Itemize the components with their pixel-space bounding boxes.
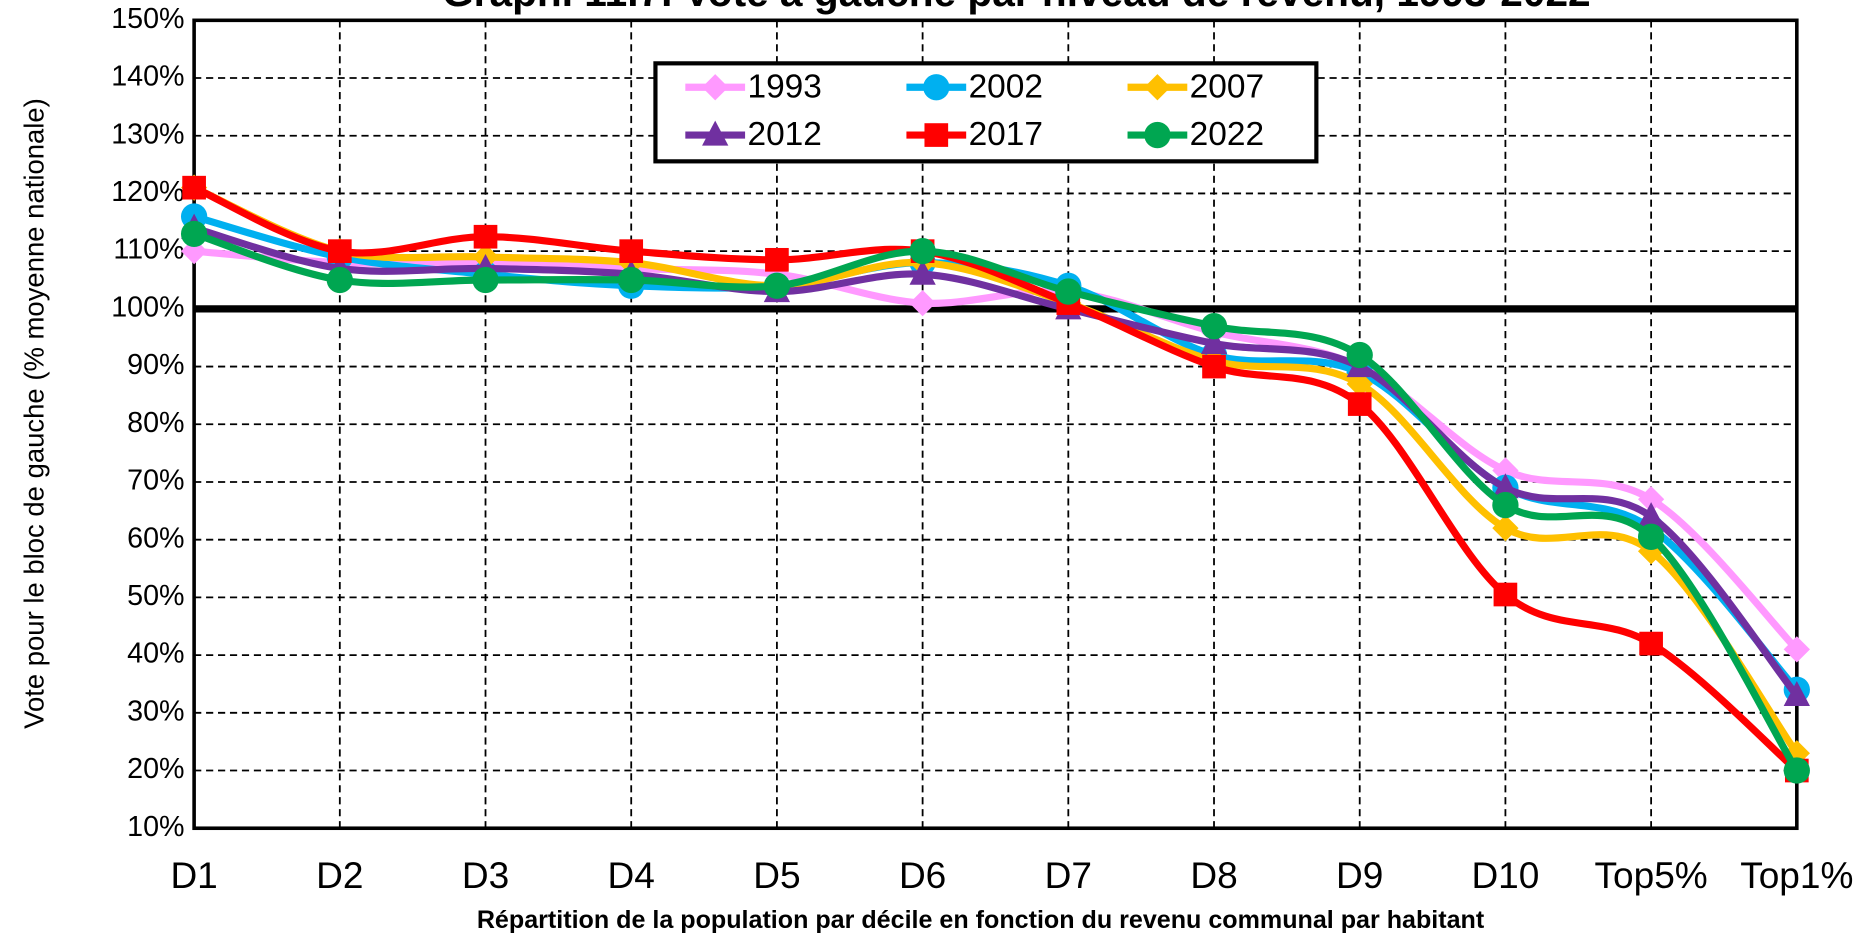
marker [1144,74,1171,101]
legend-label: 2022 [1190,116,1264,153]
y-tick-label: 120% [111,176,184,208]
marker [473,224,498,249]
x-tick-label: D8 [1190,854,1237,896]
y-tick-label: 110% [113,234,184,266]
legend: 1993 2002 2007 2012 2017 2022 [653,61,1319,164]
y-tick-label: 30% [127,695,184,727]
marker [1493,582,1518,607]
y-tick-label: 150% [111,3,184,35]
marker [763,272,791,299]
marker [180,220,208,247]
x-tick-label: D1 [170,854,217,896]
y-axis-label: Vote pour le bloc de gauche (% moyenne n… [19,98,50,729]
marker [1492,473,1519,499]
x-axis-label: Répartition de la population par décile … [477,906,1485,934]
marker [327,239,352,263]
legend-label: 2002 [969,68,1043,105]
x-tick-label: D2 [316,854,363,896]
marker [1346,341,1373,369]
marker [1637,486,1665,513]
y-tick-label: 100% [111,291,184,323]
marker [1347,392,1372,416]
y-tick-label: 70% [127,465,184,497]
marker [619,239,644,263]
plot-border [192,18,1799,831]
marker [1637,523,1665,550]
marker [618,266,645,294]
y-tick-label: 40% [127,638,184,670]
x-tick-label: D5 [753,854,800,896]
x-tick-label: D10 [1471,854,1539,896]
marker [1200,313,1228,340]
marker [182,175,206,200]
marker [924,123,949,147]
marker [1492,491,1519,519]
marker [1637,502,1665,528]
marker [1200,329,1228,355]
y-tick-label: 90% [127,349,184,381]
y-tick-label: 80% [127,407,184,439]
x-tick-label: D3 [462,854,509,896]
legend-label: 2017 [969,116,1043,153]
marker [765,247,789,272]
marker [1783,757,1810,784]
marker [702,74,729,101]
marker [909,259,936,285]
legend-box [653,61,1319,164]
x-tick-label: D6 [899,854,946,896]
marker [923,74,950,101]
y-tick-label: 50% [127,580,184,612]
y-tick-label: 60% [127,522,184,554]
marker [1639,631,1663,656]
legend-label: 2012 [747,116,821,153]
y-tick-label: 140% [111,61,184,93]
marker [326,266,353,294]
x-tick-label: D9 [1336,854,1383,896]
marker [1144,121,1171,149]
chart-title: Graph. 11.7. Vote à gauche par niveau de… [442,0,1591,15]
marker [1783,636,1810,663]
y-tick-label: 130% [111,118,184,150]
x-tick-label: D7 [1045,854,1092,896]
legend-label: 1993 [747,68,821,105]
marker [1783,681,1810,707]
x-tick-label: Top5% [1594,854,1707,896]
marker [909,238,936,265]
y-tick-label: 10% [127,811,184,843]
y-tick-label: 20% [127,753,184,785]
x-tick-label: D4 [608,854,655,896]
x-tick-label: Top1% [1740,854,1853,896]
marker [702,120,729,146]
legend-label: 2007 [1190,68,1264,105]
marker [472,266,499,294]
marker [1055,278,1082,305]
marker [1492,515,1519,542]
marker [1202,354,1226,379]
